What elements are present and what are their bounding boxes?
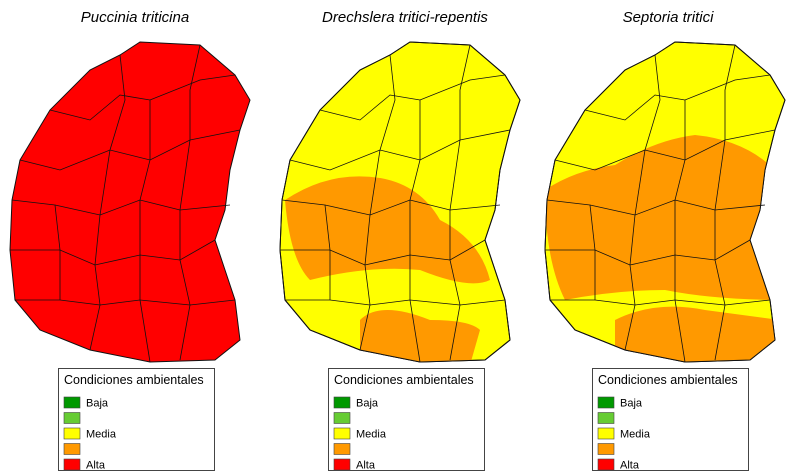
legend-swatch <box>63 427 81 440</box>
legend-swatch <box>597 443 615 455</box>
map-panel <box>544 41 786 363</box>
legend-swatch <box>333 458 351 471</box>
legend-label: Baja <box>356 398 379 410</box>
legend-swatch <box>63 458 81 471</box>
map-panel <box>9 41 251 363</box>
legend-title: Condiciones ambientales <box>334 373 474 387</box>
legend-swatch <box>597 412 615 424</box>
legend-swatch <box>63 412 81 424</box>
legend-box <box>58 368 215 471</box>
legend-label: Baja <box>86 398 109 410</box>
map-panel <box>279 41 521 363</box>
legend: Condiciones ambientales Baja Media Alta <box>58 368 215 472</box>
legend-label: Alta <box>356 460 376 472</box>
legend-label: Alta <box>620 460 640 472</box>
legend-swatch <box>597 458 615 471</box>
legend-swatch <box>333 396 351 409</box>
panel-title: Drechslera tritici-repentis <box>322 9 488 26</box>
legend-swatch <box>333 427 351 440</box>
legend-title: Condiciones ambientales <box>598 373 738 387</box>
legend: Condiciones ambientales Baja Media Alta <box>328 368 485 472</box>
panel-title: Septoria tritici <box>623 9 715 26</box>
legend-label: Media <box>620 429 651 441</box>
legend-swatch <box>333 443 351 455</box>
legend-box <box>592 368 749 471</box>
legend-swatch <box>63 396 81 409</box>
legend-label: Media <box>86 429 117 441</box>
legend-swatch <box>63 443 81 455</box>
legend-box <box>328 368 485 471</box>
legend: Condiciones ambientales Baja Media Alta <box>592 368 749 472</box>
legend-label: Alta <box>86 460 106 472</box>
legend-swatch <box>597 427 615 440</box>
panel-title: Puccinia triticina <box>81 9 189 26</box>
legend-title: Condiciones ambientales <box>64 373 204 387</box>
legend-swatch <box>333 412 351 424</box>
legend-swatch <box>597 396 615 409</box>
legend-label: Baja <box>620 398 643 410</box>
legend-label: Media <box>356 429 387 441</box>
